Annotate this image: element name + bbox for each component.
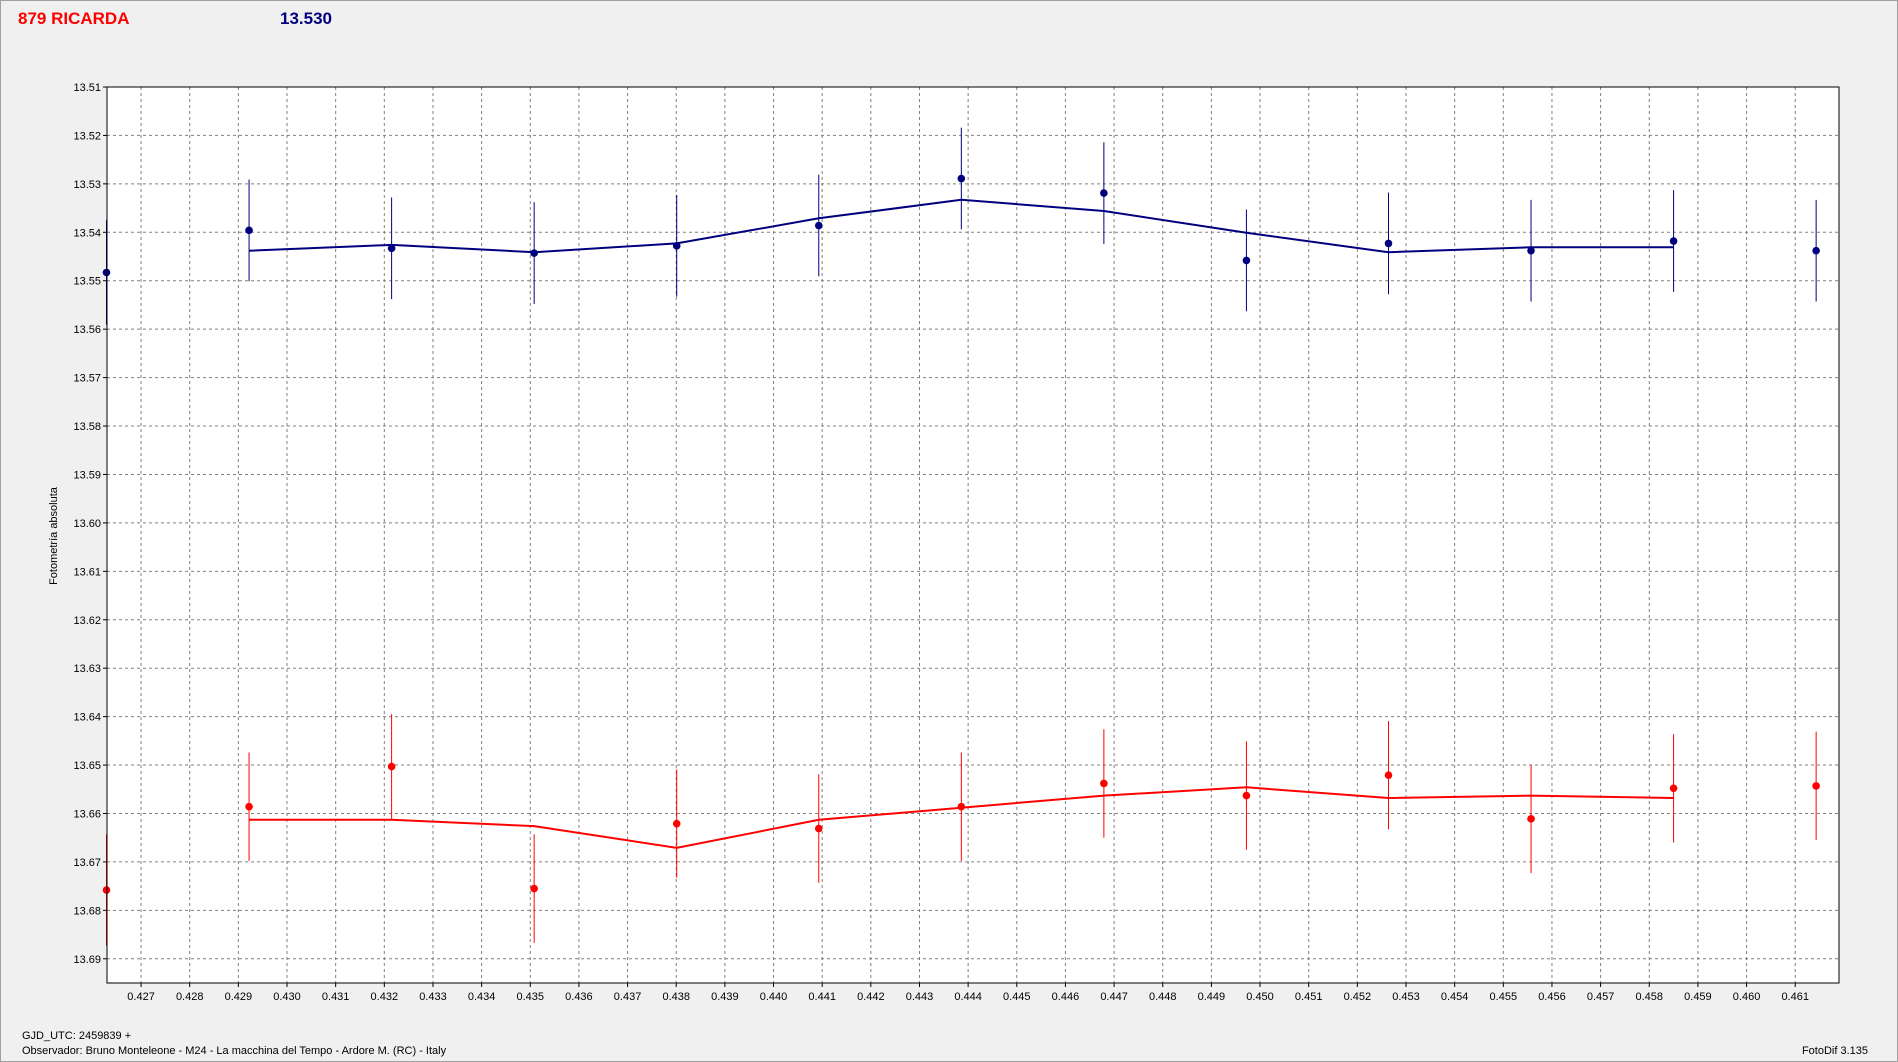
series-2 [102, 714, 1820, 946]
y-tick-label: 13.66 [73, 808, 101, 820]
y-tick-label: 13.67 [73, 857, 101, 869]
x-tick-label: 0.441 [808, 991, 836, 1003]
data-point [814, 221, 823, 230]
data-point [387, 762, 396, 771]
x-tick-label: 0.428 [176, 991, 204, 1003]
x-tick-label: 0.451 [1295, 991, 1323, 1003]
x-tick-label: 0.443 [906, 991, 934, 1003]
x-tick-label: 0.440 [760, 991, 788, 1003]
x-tick-label: 0.432 [371, 991, 399, 1003]
x-tick-label: 0.454 [1441, 991, 1469, 1003]
x-tick-label: 0.461 [1781, 991, 1809, 1003]
data-point [1669, 237, 1678, 245]
x-tick-label: 0.437 [614, 991, 642, 1003]
x-tick-label: 0.447 [1100, 991, 1128, 1003]
x-tick-label: 0.453 [1392, 991, 1420, 1003]
x-tick-label: 0.445 [1003, 991, 1031, 1003]
y-tick-label: 13.65 [73, 760, 101, 772]
data-point [1384, 239, 1393, 248]
y-tick-label: 13.61 [73, 566, 101, 578]
y-tick-label: 13.64 [73, 712, 101, 724]
x-tick-label: 0.427 [127, 991, 155, 1003]
data-point [1527, 246, 1535, 255]
plot-border [106, 86, 1840, 984]
x-tick-label: 0.431 [322, 991, 350, 1003]
y-tick-label: 13.58 [73, 421, 101, 433]
x-axis-ticks: 0.427 0.428 0.429 0.430 0.431 0.432 0.433 0.434… [127, 983, 1809, 1003]
x-tick-label: 0.435 [517, 991, 545, 1003]
x-tick-label: 0.444 [954, 991, 982, 1003]
data-point [530, 884, 538, 893]
x-tick-label: 0.452 [1344, 991, 1372, 1003]
y-tick-label: 13.60 [73, 518, 101, 530]
y-tick-label: 13.69 [73, 954, 101, 966]
y-tick-label: 13.57 [73, 373, 101, 385]
x-tick-label: 0.448 [1149, 991, 1177, 1003]
data-point [957, 174, 966, 183]
data-point [1384, 771, 1393, 780]
data-point [245, 226, 253, 235]
y-tick-label: 13.68 [73, 905, 101, 917]
gjd-label: GJD_UTC: 2459839 + [22, 1030, 132, 1042]
y-tick-label: 13.62 [73, 615, 101, 627]
data-point [1669, 784, 1678, 793]
y-tick-label: 13.63 [73, 663, 101, 675]
y-tick-label: 13.55 [73, 276, 101, 288]
y-axis-ticks: 13.51 13.52 13.53 13.54 13.55 13.56 13.57 13.58… [73, 82, 107, 966]
y-tick-label: 13.54 [73, 227, 101, 239]
object-name: 879 RICARDA [18, 9, 130, 28]
data-point [387, 244, 396, 253]
data-point [1812, 246, 1820, 255]
version-label: FotoDif 3.135 [1801, 1045, 1868, 1057]
plot-area [107, 87, 1839, 983]
x-tick-label: 0.439 [711, 991, 739, 1003]
magnitude-value: 13.530 [280, 9, 332, 28]
x-tick-label: 0.429 [225, 991, 253, 1003]
data-point [1100, 779, 1108, 788]
y-tick-label: 13.52 [73, 130, 101, 142]
y-tick-label: 13.59 [73, 469, 101, 481]
data-point [245, 802, 253, 811]
data-point [1100, 189, 1108, 197]
x-tick-label: 0.460 [1733, 991, 1761, 1003]
x-tick-label: 0.442 [857, 991, 885, 1003]
y-tick-label: 13.51 [73, 82, 101, 94]
x-tick-label: 0.438 [662, 991, 690, 1003]
data-point [672, 242, 681, 250]
data-point [957, 802, 966, 811]
data-point [530, 249, 538, 257]
x-tick-label: 0.450 [1246, 991, 1274, 1003]
x-tick-label: 0.458 [1635, 991, 1663, 1003]
y-tick-label: 13.53 [73, 179, 101, 191]
x-tick-label: 0.456 [1538, 991, 1566, 1003]
x-tick-label: 0.433 [419, 991, 447, 1003]
x-tick-label: 0.457 [1587, 991, 1615, 1003]
x-tick-label: 0.436 [565, 991, 593, 1003]
series-layer [102, 127, 1820, 946]
observer-label: Observador: Bruno Monteleone - M24 - La … [22, 1045, 447, 1057]
data-point [814, 824, 823, 833]
x-tick-label: 0.434 [468, 991, 496, 1003]
data-point [1527, 815, 1535, 823]
data-point [1812, 782, 1820, 790]
x-tick-label: 0.459 [1684, 991, 1712, 1003]
data-point [672, 819, 681, 828]
x-tick-label: 0.446 [1052, 991, 1080, 1003]
x-tick-label: 0.430 [273, 991, 301, 1003]
data-point [1242, 256, 1251, 265]
x-tick-label: 0.449 [1198, 991, 1226, 1003]
y-tick-label: 13.56 [73, 324, 101, 336]
x-tick-label: 0.455 [1490, 991, 1518, 1003]
y-axis-label: Fotometría absoluta [48, 486, 60, 585]
data-point [1242, 791, 1251, 800]
